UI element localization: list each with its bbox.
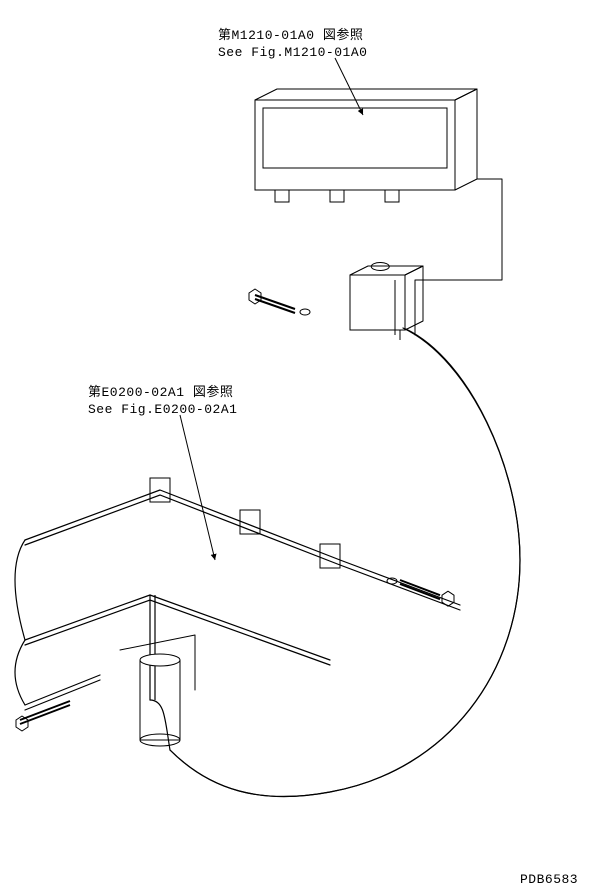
- diagram-canvas: [0, 0, 606, 886]
- label-mid-ref-jp: 第E0200-02A1 図参照: [88, 385, 233, 401]
- label-top-ref-jp: 第M1210-01A0 図参照: [218, 28, 363, 44]
- label-top-ref-en: See Fig.M1210-01A0: [218, 45, 367, 61]
- label-mid-ref-en: See Fig.E0200-02A1: [88, 402, 237, 418]
